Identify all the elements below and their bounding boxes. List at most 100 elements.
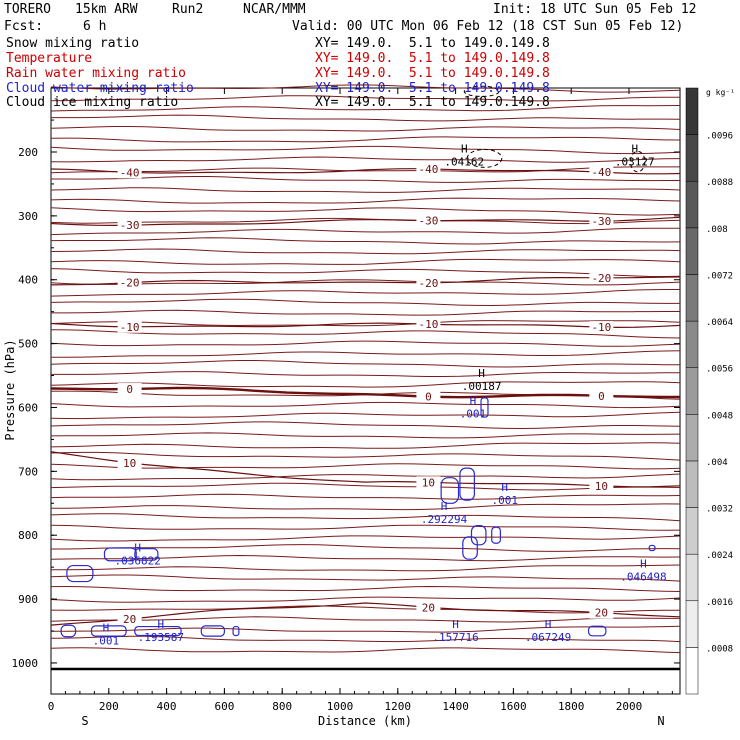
isotherm-line xyxy=(50,207,681,216)
field-xy-cloud-water: XY= 149.0. 5.1 to 149.0.149.8 xyxy=(315,81,550,96)
isotherm-line xyxy=(50,585,681,592)
isotherm-label-bg xyxy=(416,601,441,614)
isotherm-line xyxy=(50,401,681,409)
isotherm--20 xyxy=(50,276,681,286)
snow-contour xyxy=(629,150,646,173)
max-marker-h: H xyxy=(640,558,647,571)
isotherm-0 xyxy=(50,386,681,399)
isotherm-label: -20 xyxy=(591,272,611,285)
colorbar-segment xyxy=(685,320,699,368)
isotherm-line xyxy=(50,237,681,245)
max-value-label: .001 xyxy=(491,494,518,507)
isotherm-label-bg xyxy=(589,166,614,179)
colorbar-segment xyxy=(685,460,699,508)
colorbar-segment xyxy=(685,227,699,275)
isotherm-label-bg xyxy=(117,276,142,289)
isotherm-line xyxy=(50,136,681,143)
y-tick-label: 200 xyxy=(18,146,38,159)
isotherm-line xyxy=(50,258,681,265)
x-tick-label: 400 xyxy=(157,700,177,713)
isotherm-line xyxy=(50,451,681,461)
isotherm-line xyxy=(51,176,680,183)
colorbar-tick-label: .0032 xyxy=(706,505,733,515)
isotherm-line xyxy=(50,493,681,500)
isotherm-line xyxy=(50,564,681,572)
y-tick-label: 700 xyxy=(18,465,38,478)
isotherm-label: 20 xyxy=(595,607,608,620)
colorbar-segment xyxy=(685,647,699,695)
max-marker-h: H xyxy=(501,481,508,494)
header-init: Init: 18 UTC Sun 05 Feb 12 xyxy=(493,2,697,17)
max-value-label: .03127 xyxy=(615,155,655,168)
isotherm-label-bg xyxy=(416,214,441,227)
x-axis-title: Distance (km) xyxy=(318,714,412,728)
cloud-water-contour xyxy=(66,564,94,583)
x-tick-label: 1400 xyxy=(442,700,469,713)
colorbar-tick-label: .008 xyxy=(706,225,728,235)
isotherm-line xyxy=(50,605,680,614)
max-value-label: .046498 xyxy=(620,571,666,584)
isotherm-line xyxy=(50,554,681,562)
max-marker-h: H xyxy=(103,621,110,634)
x-tick-label: 200 xyxy=(99,700,119,713)
isotherm-label: 20 xyxy=(422,601,435,614)
axes-group: 0 200 400 600 800 1000 1200 1400 1600 1800 2000200… xyxy=(12,88,680,713)
y-tick-label: 900 xyxy=(18,593,38,606)
header-run: Run2 xyxy=(172,2,204,17)
isotherm-line xyxy=(50,217,681,225)
max-value-label: .292294 xyxy=(421,513,468,526)
isotherm-line xyxy=(50,360,681,368)
field-name-snow: Snow mixing ratio xyxy=(6,36,140,51)
colorbar-segment xyxy=(685,600,699,648)
colorbar-segment xyxy=(685,134,699,182)
max-marker-h: H xyxy=(461,142,468,155)
isotherm-line xyxy=(50,320,681,327)
max-marker-h: H xyxy=(452,618,459,631)
isotherm-line xyxy=(50,503,681,511)
cloud-water-contour xyxy=(480,397,489,418)
colorbar-unit: g kg⁻¹ xyxy=(706,88,735,97)
isotherm-label-bg xyxy=(416,390,441,403)
cloud-water-contour xyxy=(232,625,240,637)
isotherm-label: -30 xyxy=(120,219,140,232)
isotherm-label-bg xyxy=(589,271,614,284)
isotherm-line xyxy=(50,411,681,420)
isotherm-label-bg xyxy=(589,215,614,228)
isotherm-label-bg xyxy=(589,389,614,402)
isotherm-line xyxy=(50,524,681,531)
isotherm-line xyxy=(50,156,681,163)
isotherm-line xyxy=(50,279,681,286)
y-tick-label: 600 xyxy=(18,401,38,414)
isotherm-line xyxy=(50,84,681,93)
isotherm-line xyxy=(50,329,681,339)
isotherm-label-bg xyxy=(117,320,142,333)
isotherm-line xyxy=(50,105,681,112)
isotherm-label-bg xyxy=(117,383,142,396)
header-resolution: 15km ARW xyxy=(75,2,138,17)
max-value-label: .036822 xyxy=(115,555,161,568)
x-tick-label: 1800 xyxy=(558,700,585,713)
isotherm-line xyxy=(50,268,681,278)
max-value-label: .00187 xyxy=(462,380,502,393)
isotherm-label: -10 xyxy=(418,318,438,331)
max-value-label: .001 xyxy=(93,634,120,647)
cloud-water-contour xyxy=(440,477,460,504)
isotherms-group: -30 -30 -30 -20 -20 -20 -10 -10 -10 0 0 0 10 10 10 20 20… xyxy=(50,84,681,654)
right-end-label: N xyxy=(657,714,664,728)
isotherm-label-bg xyxy=(416,318,441,331)
isotherm-10 xyxy=(50,451,681,488)
field-name-cloud-ice: Cloud ice mixing ratio xyxy=(6,95,179,110)
isotherm--40 xyxy=(50,168,681,175)
isotherm-label: -20 xyxy=(418,277,438,290)
colorbar-tick-label: .0072 xyxy=(706,271,733,281)
cloud-water-contour xyxy=(134,548,159,561)
x-tick-label: 1200 xyxy=(385,700,412,713)
field-name-rain: Rain water mixing ratio xyxy=(6,66,187,81)
isotherm-line xyxy=(50,95,680,102)
isotherm-label: -40 xyxy=(591,166,611,179)
isotherm-label: 0 xyxy=(126,383,133,396)
cloud-water-contour xyxy=(459,467,475,501)
isotherm-line xyxy=(50,432,681,439)
y-tick-label: 800 xyxy=(18,529,38,542)
colorbar-tick-label: .0056 xyxy=(706,365,733,375)
